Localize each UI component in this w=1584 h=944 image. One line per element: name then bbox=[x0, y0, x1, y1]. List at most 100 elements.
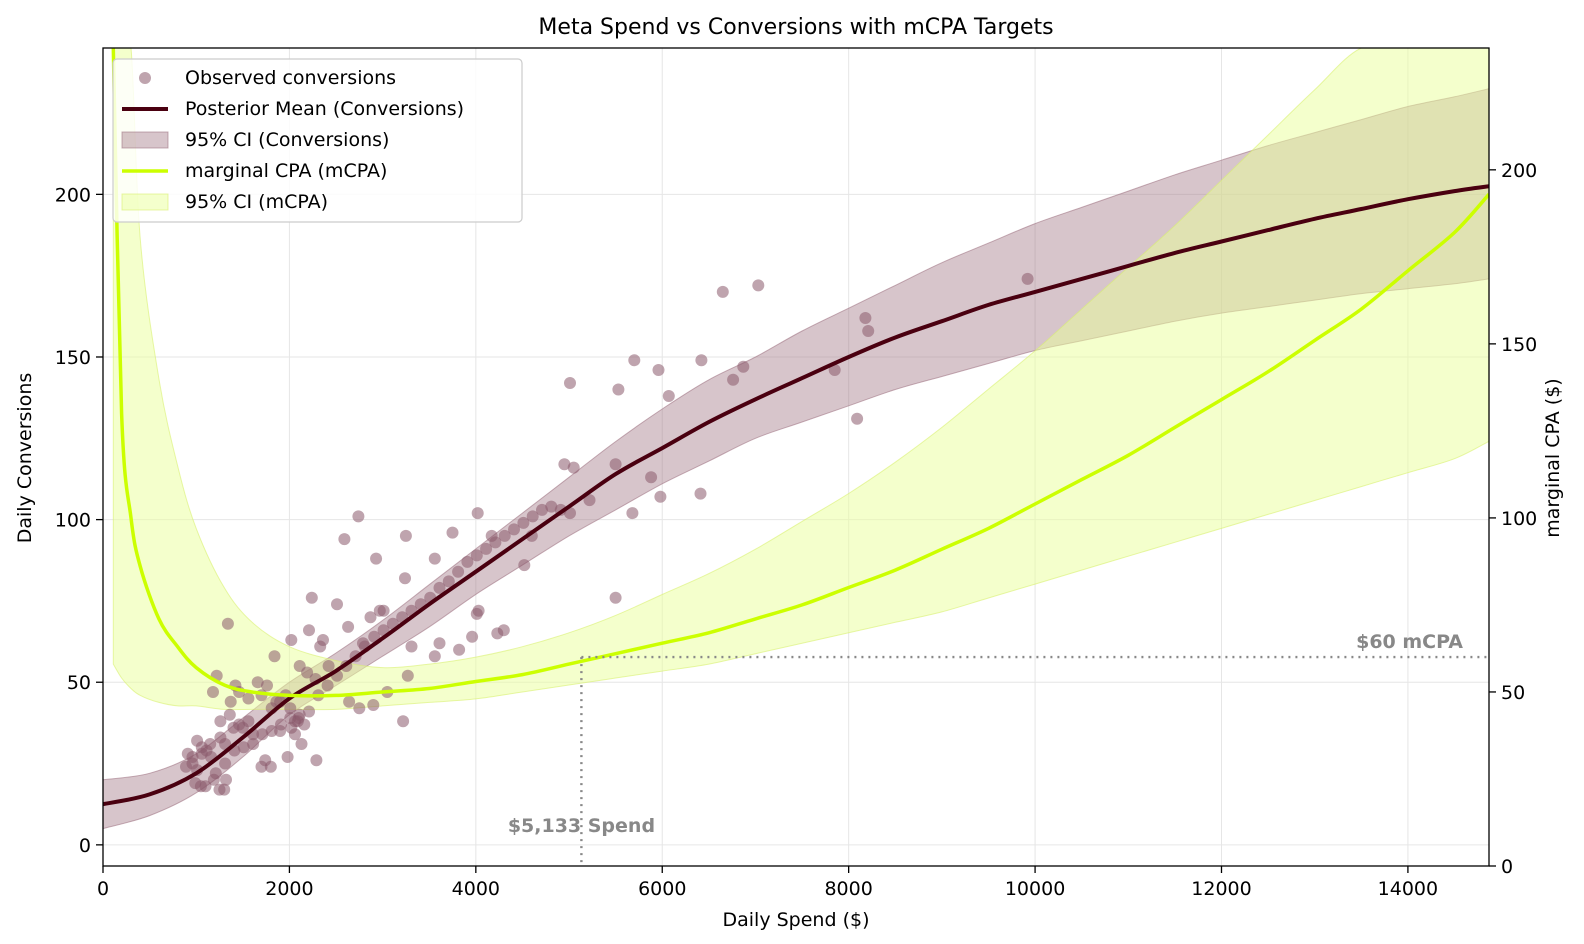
observed-point bbox=[223, 708, 236, 721]
y-tick-label: 100 bbox=[55, 510, 91, 532]
legend: Observed conversions Posterior Mean (Con… bbox=[112, 58, 523, 223]
observed-point bbox=[399, 529, 412, 542]
observed-point bbox=[567, 461, 580, 474]
observed-point bbox=[472, 604, 485, 617]
x-tick-label: 8000 bbox=[824, 878, 872, 900]
y2-tick-label: 100 bbox=[1501, 508, 1537, 530]
observed-point bbox=[609, 458, 622, 471]
x-tick-label: 0 bbox=[97, 878, 109, 900]
observed-point bbox=[652, 364, 665, 376]
observed-point bbox=[497, 624, 510, 637]
target-mcpa-label: $60 mCPA bbox=[1356, 631, 1463, 653]
observed-point bbox=[466, 630, 479, 643]
observed-point bbox=[654, 490, 667, 503]
observed-point bbox=[207, 686, 219, 698]
observed-points bbox=[180, 272, 1034, 796]
y-axis-label: Daily Conversions bbox=[14, 373, 36, 544]
observed-point bbox=[237, 741, 250, 754]
observed-point bbox=[322, 660, 335, 672]
observed-point bbox=[452, 565, 465, 578]
observed-point bbox=[662, 390, 675, 402]
y-tick-label: 0 bbox=[79, 835, 91, 857]
observed-point bbox=[331, 598, 343, 611]
observed-point bbox=[461, 555, 474, 568]
legend-label-conv-ci: 95% CI (Conversions) bbox=[185, 129, 389, 151]
x-axis-ticks: 0 2000 4000 6000 8000 10000 12000 14000 bbox=[97, 866, 1438, 900]
y2-tick-label: 0 bbox=[1501, 856, 1513, 878]
observed-point bbox=[291, 715, 304, 728]
observed-point bbox=[285, 634, 298, 646]
observed-point bbox=[564, 377, 576, 389]
observed-point bbox=[281, 751, 294, 763]
observed-point bbox=[612, 383, 625, 396]
observed-point bbox=[233, 718, 246, 731]
observed-point bbox=[433, 581, 446, 594]
observed-point bbox=[242, 715, 255, 728]
legend-box bbox=[112, 58, 523, 223]
x-tick-label: 6000 bbox=[638, 878, 686, 900]
x-tick-label: 12000 bbox=[1191, 878, 1251, 900]
observed-point bbox=[752, 279, 765, 292]
observed-point bbox=[303, 705, 315, 718]
observed-point bbox=[224, 695, 237, 708]
observed-point bbox=[338, 533, 351, 546]
observed-point bbox=[695, 354, 708, 367]
legend-label-mcpa-ci: 95% CI (mCPA) bbox=[185, 191, 328, 213]
observed-point bbox=[828, 364, 841, 376]
observed-point bbox=[247, 738, 260, 750]
observed-point bbox=[508, 523, 520, 536]
legend-label-observed: Observed conversions bbox=[185, 67, 396, 89]
observed-point bbox=[242, 692, 255, 705]
observed-point bbox=[310, 754, 323, 767]
posterior-mean-line bbox=[103, 184, 1489, 807]
observed-point bbox=[694, 487, 707, 500]
y2-axis-ticks: 0 50 100 150 200 bbox=[1489, 160, 1537, 878]
observed-point bbox=[261, 679, 273, 692]
observed-point bbox=[301, 666, 314, 679]
observed-point bbox=[274, 725, 287, 737]
observed-point bbox=[583, 494, 596, 507]
observed-point bbox=[367, 699, 380, 711]
observed-point bbox=[357, 637, 369, 650]
observed-point bbox=[317, 634, 329, 646]
y2-tick-label: 50 bbox=[1501, 682, 1525, 704]
target-spend-label: $5,133 Spend bbox=[508, 815, 655, 837]
observed-point bbox=[405, 640, 418, 653]
observed-point bbox=[558, 458, 571, 471]
observed-point bbox=[220, 773, 232, 786]
observed-point bbox=[498, 529, 511, 542]
y-tick-label: 150 bbox=[55, 347, 91, 369]
observed-point bbox=[195, 747, 208, 760]
y-tick-label: 50 bbox=[67, 672, 91, 694]
observed-point bbox=[628, 354, 641, 367]
observed-point bbox=[295, 738, 308, 750]
y2-tick-label: 150 bbox=[1501, 334, 1537, 356]
legend-conv-band-icon bbox=[121, 131, 169, 149]
observed-point bbox=[471, 507, 484, 520]
observed-point bbox=[545, 500, 558, 513]
observed-point bbox=[428, 650, 441, 663]
observed-point bbox=[859, 312, 872, 324]
observed-point bbox=[303, 624, 315, 637]
observed-point bbox=[189, 777, 202, 790]
x-axis-label: Daily Spend ($) bbox=[723, 909, 870, 931]
y-tick-label: 200 bbox=[55, 184, 91, 206]
observed-point bbox=[851, 412, 864, 425]
observed-point bbox=[180, 760, 192, 773]
x-tick-label: 10000 bbox=[1005, 878, 1065, 900]
observed-point bbox=[284, 702, 297, 715]
legend-label-mcpa: marginal CPA (mCPA) bbox=[185, 160, 387, 182]
observed-point bbox=[218, 783, 231, 796]
observed-point bbox=[373, 604, 386, 617]
x-tick-label: 2000 bbox=[265, 878, 313, 900]
mcpa-ci-band bbox=[112, 48, 1489, 711]
y2-tick-label: 200 bbox=[1501, 160, 1537, 182]
observed-point bbox=[321, 679, 334, 692]
observed-point bbox=[626, 507, 639, 520]
observed-point bbox=[353, 702, 366, 715]
observed-point bbox=[305, 591, 318, 604]
observed-point bbox=[181, 747, 194, 760]
observed-point bbox=[370, 552, 383, 565]
observed-point bbox=[645, 471, 658, 484]
